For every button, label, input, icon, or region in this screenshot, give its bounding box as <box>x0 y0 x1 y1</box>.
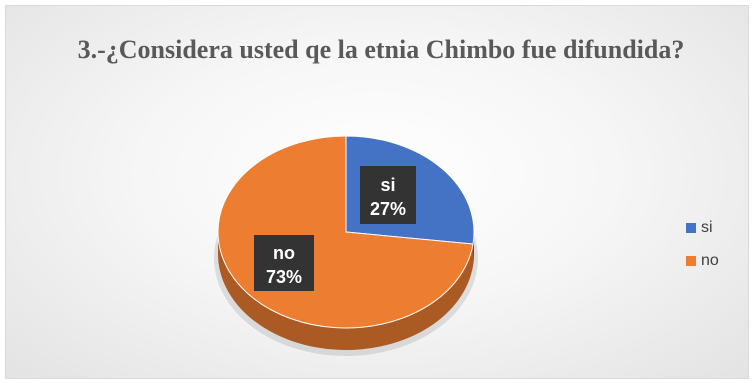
legend-swatch-si <box>686 223 696 233</box>
chart-title: 3.-¿Considera usted qe la etnia Chimbo f… <box>77 35 685 64</box>
legend-label-no: no <box>701 252 719 269</box>
data-label-name-no: no <box>273 243 295 263</box>
legend-label-si: si <box>701 219 713 236</box>
pie-side-no <box>218 232 473 351</box>
data-label-box-no <box>254 235 314 291</box>
legend-item-si: si <box>686 216 719 240</box>
chart-area: 3.-¿Considera usted qe la etnia Chimbo f… <box>5 5 749 379</box>
data-label-percent-no: 73% <box>266 267 302 287</box>
legend-swatch-no <box>686 256 696 266</box>
legend: si no <box>686 216 719 282</box>
data-label-box-si <box>360 166 416 224</box>
pie-chart: si 27% no 73% <box>214 135 478 356</box>
data-label-name-si: si <box>380 175 395 195</box>
legend-item-no: no <box>686 249 719 273</box>
data-label-percent-si: 27% <box>370 199 406 219</box>
